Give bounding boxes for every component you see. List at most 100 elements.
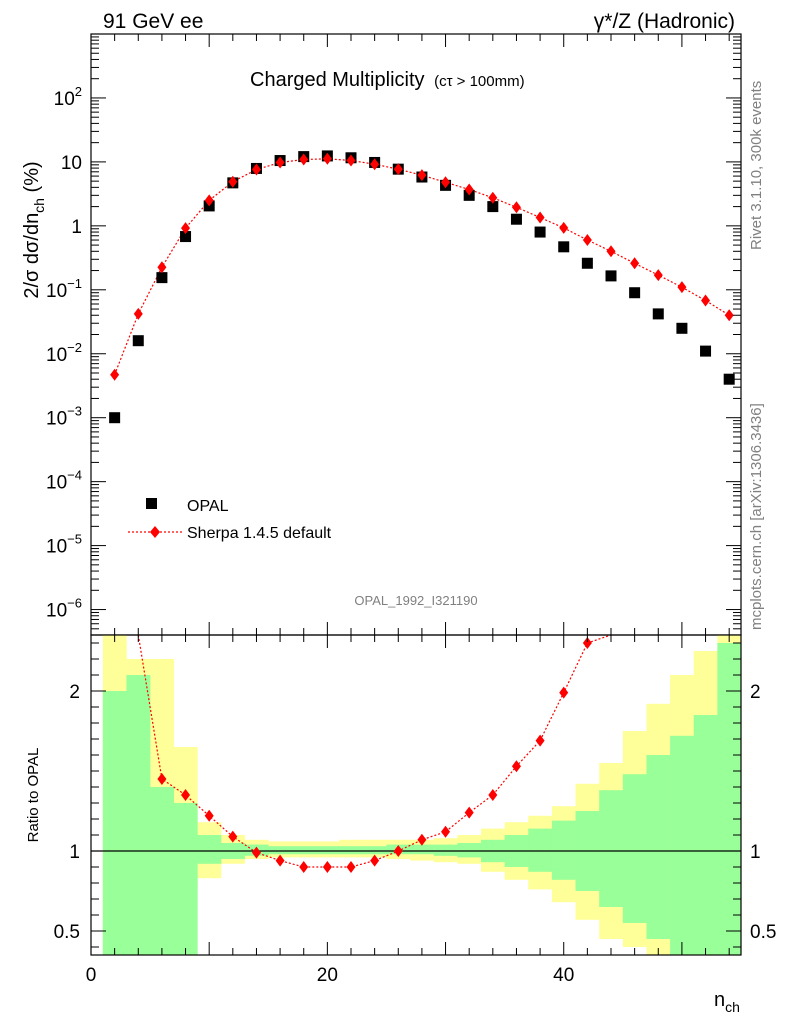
x-axis-label: nch	[714, 989, 740, 1015]
sherpa-point	[724, 309, 734, 322]
ratio-band-green	[362, 846, 387, 855]
ratio-sherpa-point	[393, 845, 403, 857]
ratio-band-green	[173, 803, 198, 955]
ratio-y-label: Ratio to OPAL	[25, 748, 42, 843]
legend-opal-marker	[146, 498, 157, 509]
x-tick-label: 0	[86, 965, 97, 986]
ratio-band-green	[717, 643, 742, 955]
opal-point	[180, 231, 192, 243]
chart-title-main: Charged Multiplicity	[250, 69, 425, 91]
sherpa-point	[417, 169, 427, 182]
main-y-tick-label: 10−6	[46, 596, 82, 622]
sherpa-point	[181, 222, 191, 235]
opal-point	[676, 322, 688, 334]
ratio-band-green	[126, 675, 151, 955]
sherpa-point	[251, 163, 261, 176]
opal-point	[510, 213, 522, 225]
sherpa-point	[370, 158, 380, 171]
ratio-band-green	[315, 846, 340, 855]
ratio-band-green	[150, 787, 175, 955]
sherpa-point	[441, 176, 451, 189]
ratio-sherpa-point	[370, 854, 380, 867]
sherpa-point	[488, 191, 498, 204]
ratio-frame	[90, 634, 742, 956]
main-y-tick-label: 10−3	[46, 404, 82, 430]
rivet-label: Rivet 3.1.10, 300k events	[748, 81, 765, 250]
main-y-tick-label: 10	[61, 153, 82, 174]
ratio-y-tick-label: 0.5	[54, 922, 80, 943]
sherpa-point	[228, 175, 238, 188]
ratio-band-green	[599, 790, 624, 907]
opal-point	[156, 272, 168, 284]
sherpa-point	[346, 154, 356, 167]
ratio-band-green	[622, 774, 647, 923]
sherpa-point	[464, 183, 474, 196]
ratio-sherpa-point	[181, 789, 191, 801]
main-y-tick-label: 10−2	[46, 340, 82, 366]
main-y-tick-label: 10−1	[46, 276, 82, 302]
ratio-band-green	[102, 691, 127, 955]
opal-point	[723, 373, 735, 385]
ratio-band-green	[339, 846, 364, 855]
y-axis-label-unit: (%)	[21, 161, 43, 198]
y-axis-label: 2/σ dσ/dnch (%)	[21, 161, 47, 298]
sherpa-point	[677, 281, 687, 294]
sherpa-line	[114, 158, 730, 375]
mcplots-label: mcplots.cern.ch [arXiv:1306.3436]	[748, 403, 765, 630]
main-panel: 10−6 10−5 10−4 10−3 10−2 10−1 1 10 102 Charged M…	[21, 33, 742, 636]
opal-point	[109, 412, 121, 424]
ratio-sherpa-point	[299, 861, 309, 873]
legend-sherpa-label: Sherpa 1.4.5 default	[187, 525, 332, 542]
sherpa-point	[204, 194, 214, 207]
x-axis-label-main: n	[714, 989, 725, 1011]
main-frame	[90, 33, 742, 636]
opal-point	[487, 201, 499, 213]
ratio-band-green	[197, 835, 222, 864]
ratio-sherpa-point	[488, 789, 498, 801]
ratio-sherpa-line	[137, 634, 612, 868]
sherpa-point	[110, 368, 120, 381]
ratio-sherpa-point	[441, 825, 451, 838]
legend-sherpa-marker	[150, 526, 160, 538]
ratio-sherpa-point	[322, 861, 332, 873]
ratio-sherpa-point	[204, 809, 214, 822]
ratio-y-tick-label: 1	[69, 842, 80, 863]
sherpa-point	[653, 269, 663, 282]
ratio-sherpa-point	[275, 854, 285, 867]
opal-point	[132, 335, 144, 347]
legend-opal-label: OPAL	[187, 498, 229, 515]
ratio-sherpa-point	[535, 734, 545, 747]
ratio-y-tick-label-right: 1	[750, 842, 761, 863]
ratio-sherpa-point	[417, 833, 427, 846]
chart-title-suffix: (cτ > 100mm)	[434, 73, 525, 90]
chart-title: Charged Multiplicity (cτ > 100mm)	[250, 69, 525, 91]
ratio-y-tick-label: 2	[69, 682, 80, 703]
sherpa-point	[133, 307, 143, 320]
ratio-band-green	[291, 846, 316, 855]
sherpa-point	[299, 153, 309, 166]
analysis-watermark: OPAL_1992_I321190	[354, 593, 477, 608]
ratio-sherpa-point	[346, 861, 356, 873]
main-y-tick-label: 10−5	[46, 532, 82, 558]
legend: OPAL Sherpa 1.4.5 default	[128, 498, 332, 542]
ratio-y-tick-label-right: 0.5	[750, 922, 776, 943]
x-tick-label: 20	[317, 965, 338, 986]
sherpa-point	[322, 152, 332, 165]
ratio-sherpa-point	[511, 760, 521, 773]
ratio-band-green	[410, 844, 435, 855]
ratio-sherpa-point	[228, 830, 238, 843]
ratio-band-green	[551, 820, 576, 880]
opal-point	[558, 241, 570, 253]
sherpa-point	[275, 156, 285, 169]
opal-point	[700, 345, 712, 357]
ratio-panel: 0 20 40 0.5 0.5 1 1 2 2 Ratio to OPAL nch	[25, 634, 776, 1015]
y-axis-label-main: 2/σ dσ/dn	[21, 213, 43, 299]
main-y-tick-label: 10−4	[46, 468, 82, 494]
sherpa-point	[701, 294, 711, 307]
main-y-tick-label: 102	[54, 84, 82, 110]
sherpa-point	[157, 261, 167, 274]
ratio-sherpa-point	[582, 637, 592, 649]
ratio-band-green	[433, 844, 458, 856]
header-right: γ*/Z (Hadronic)	[594, 10, 735, 33]
